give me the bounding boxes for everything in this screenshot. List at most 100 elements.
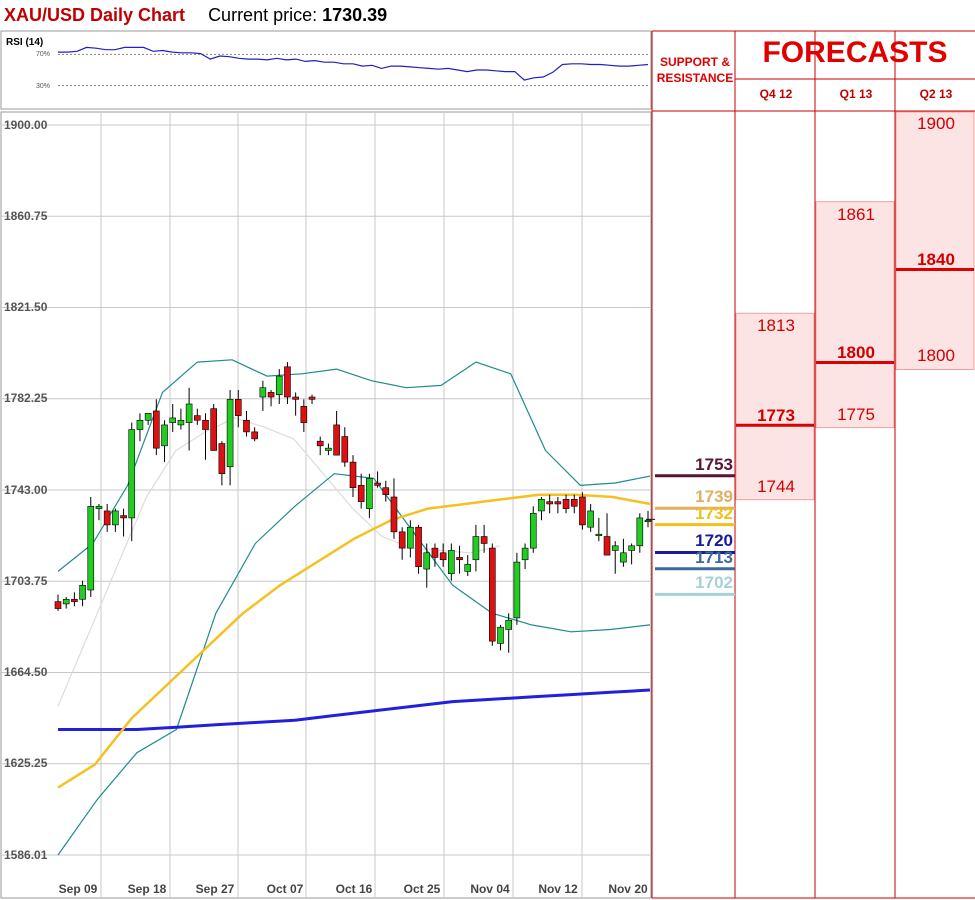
- x-tick-label: Sep 27: [195, 882, 235, 896]
- y-tick-label: 1900.00: [4, 118, 48, 132]
- support-resistance-header: SUPPORT & RESISTANCE: [655, 54, 735, 86]
- quarter-header: Q4 12: [759, 87, 793, 101]
- x-tick-label: Nov 12: [538, 882, 578, 896]
- forecast-average: 1840: [917, 250, 955, 270]
- candle-body: [79, 585, 86, 600]
- candle-body: [620, 552, 627, 563]
- forecast-low: 1775: [837, 404, 875, 424]
- forecast-range-box: [735, 312, 815, 501]
- candle-body: [587, 510, 594, 528]
- candle-body: [456, 557, 463, 561]
- candle-body: [489, 547, 496, 642]
- candle-body: [398, 531, 406, 549]
- candle-body: [480, 536, 488, 544]
- candle-body: [169, 417, 177, 423]
- candle-body: [243, 419, 250, 433]
- candle-body: [153, 410, 160, 449]
- chart-header: XAU/USD Daily Chart Current price: 1730.…: [4, 4, 387, 28]
- y-tick-label: 1703.75: [4, 574, 48, 588]
- candle-body: [177, 419, 185, 426]
- candle-body: [390, 496, 398, 533]
- long-moving-average-line: [58, 688, 651, 731]
- quarter-header: Q1 13: [839, 87, 873, 101]
- candle-body: [374, 482, 381, 486]
- candle-body: [529, 512, 537, 549]
- sr-level-label: 1702: [695, 573, 733, 593]
- quarter-header: Q2 13: [919, 87, 953, 101]
- candle-body: [333, 424, 340, 456]
- y-tick-label: 1782.25: [4, 391, 48, 405]
- candle-body: [144, 412, 152, 421]
- candle-body: [357, 485, 365, 502]
- forecast-average: 1800: [837, 343, 875, 363]
- y-tick-label: 1586.01: [4, 848, 48, 862]
- candle-body: [251, 431, 258, 440]
- y-tick-label: 1664.50: [4, 665, 48, 679]
- candle-body: [349, 461, 357, 488]
- candle-body: [415, 526, 422, 568]
- candle-body: [562, 499, 570, 509]
- candle-body: [554, 501, 562, 505]
- candle-body: [218, 443, 226, 475]
- y-tick-label: 1625.25: [4, 756, 48, 770]
- candle-body: [103, 510, 111, 526]
- candle-body: [292, 396, 299, 400]
- y-tick-label: 1743.00: [4, 483, 48, 497]
- candle-body: [505, 619, 512, 630]
- candle-body: [448, 550, 455, 575]
- candle-body: [538, 499, 545, 512]
- candle-body: [382, 487, 390, 495]
- candle-body: [472, 536, 480, 561]
- candle-body: [54, 601, 62, 609]
- forecast-high: 1861: [837, 204, 875, 224]
- candle-body: [644, 519, 652, 523]
- candle-body: [423, 552, 431, 570]
- rsi-line: [58, 46, 649, 81]
- forecast-range-box: [895, 111, 975, 370]
- forecast-average: 1773: [757, 406, 795, 426]
- candle-body: [284, 366, 291, 398]
- candle-body: [628, 545, 635, 551]
- rsi-tick-30: 30%: [36, 83, 51, 90]
- candle-body: [316, 440, 324, 447]
- candle-body: [185, 403, 193, 423]
- candle-body: [194, 415, 201, 421]
- candle-body: [161, 424, 168, 447]
- x-tick-label: Sep 09: [58, 882, 98, 896]
- y-tick-label: 1860.75: [4, 209, 48, 223]
- mid-moving-average-line: [57, 493, 651, 789]
- rsi-label: RSI (14): [6, 37, 44, 48]
- candle-body: [136, 419, 144, 430]
- candle-body: [120, 515, 127, 519]
- sr-header-line2: RESISTANCE: [656, 71, 734, 85]
- candle-body: [202, 419, 209, 430]
- candle-body: [300, 406, 308, 423]
- candle-body: [87, 505, 95, 591]
- rsi-tick-70: 70%: [36, 51, 51, 58]
- candle-body: [210, 408, 217, 451]
- candle-body: [407, 526, 414, 549]
- candle-body: [234, 399, 242, 416]
- candle-body: [128, 429, 136, 519]
- sr-level-label: 1739: [695, 487, 733, 507]
- candle-body: [267, 392, 275, 398]
- rsi-panel-frame: [0, 30, 652, 110]
- candle-body: [71, 598, 78, 602]
- chart-title: XAU/USD Daily Chart: [4, 5, 186, 25]
- x-tick-label: Oct 07: [266, 882, 304, 896]
- current-price-value: 1730.39: [322, 5, 388, 25]
- sr-level-label: 1720: [695, 531, 733, 551]
- current-price-label: Current price:: [208, 5, 318, 25]
- candle-body: [341, 436, 349, 463]
- candle-body: [579, 496, 586, 526]
- candle-body: [226, 399, 234, 468]
- x-tick-label: Oct 25: [403, 882, 441, 896]
- candle-body: [521, 547, 529, 561]
- bollinger-middle-line: [57, 417, 501, 707]
- x-tick-label: Nov 04: [470, 882, 510, 896]
- forecast-high: 1813: [757, 316, 795, 336]
- candle-body: [325, 447, 332, 451]
- bollinger-lower-line: [57, 473, 651, 856]
- candle-body: [275, 375, 283, 395]
- x-tick-label: Nov 20: [608, 882, 648, 896]
